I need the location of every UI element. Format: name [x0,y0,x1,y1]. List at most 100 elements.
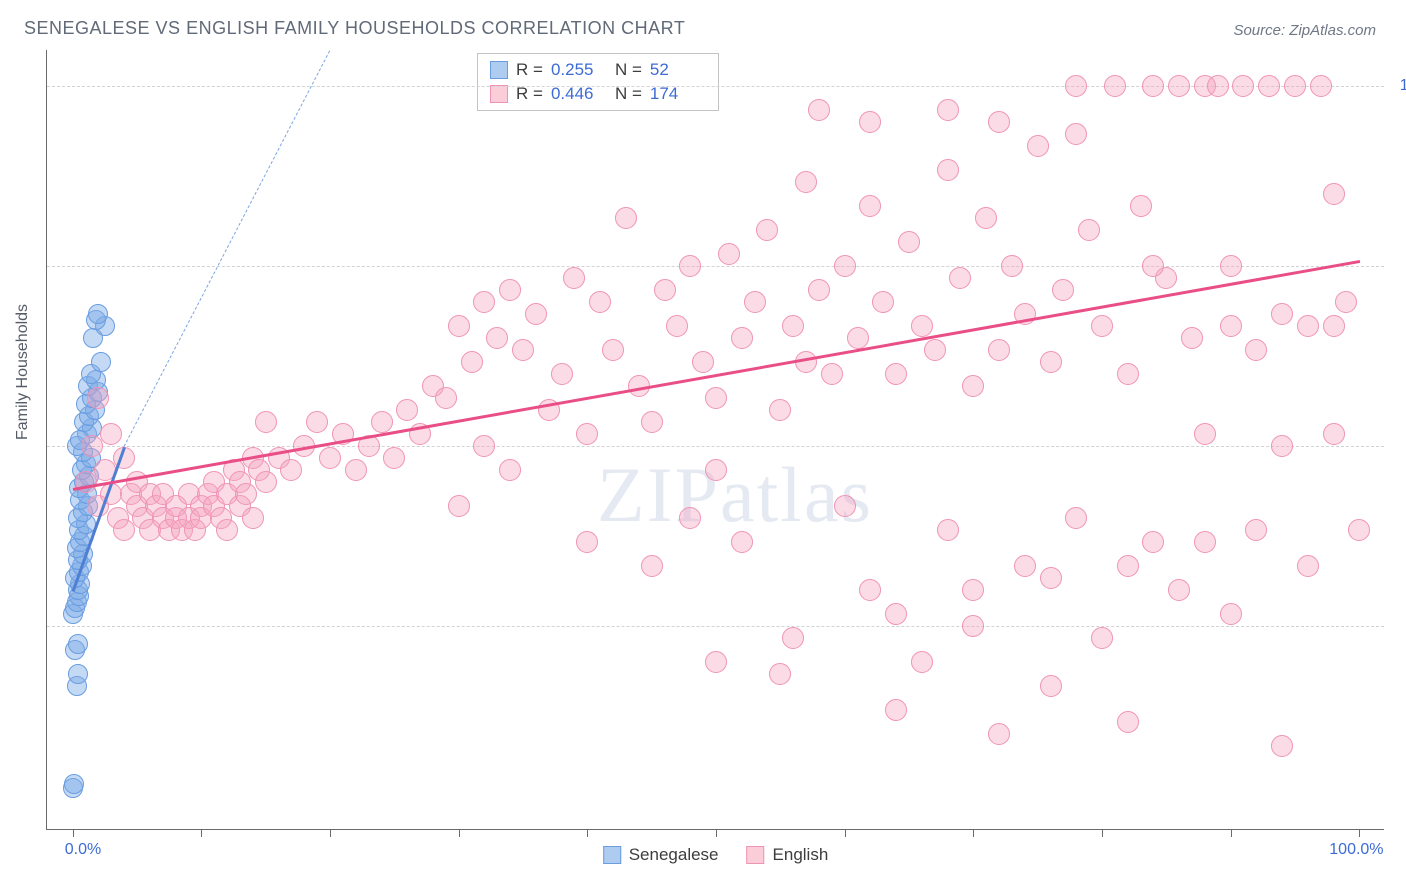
scatter-point [1232,75,1254,97]
scatter-point [1001,255,1023,277]
scatter-point [756,219,778,241]
scatter-point [705,459,727,481]
scatter-point [937,519,959,541]
scatter-point [68,664,88,684]
scatter-point [641,555,663,577]
scatter-point [1310,75,1332,97]
scatter-point [705,387,727,409]
source-label: Source: ZipAtlas.com [1233,22,1376,39]
scatter-point [1194,531,1216,553]
scatter-point [988,339,1010,361]
legend-label: Senegalese [629,845,719,865]
scatter-point [1040,351,1062,373]
scatter-point [885,363,907,385]
legend-swatch [603,846,621,864]
scatter-point [1142,531,1164,553]
scatter-point [1348,519,1370,541]
watermark: ZIPatlas [597,450,873,540]
scatter-point [782,627,804,649]
scatter-point [525,303,547,325]
scatter-point [1220,255,1242,277]
legend-swatch [490,85,508,103]
scatter-point [1027,135,1049,157]
scatter-point [1323,423,1345,445]
legend-n-label: N = [615,58,642,82]
scatter-point [563,267,585,289]
scatter-point [1271,735,1293,757]
scatter-point [808,99,830,121]
scatter-point [473,291,495,313]
y-tick-label: 100.0% [1400,77,1406,95]
scatter-point [1245,339,1267,361]
scatter-point [242,507,264,529]
scatter-point [1078,219,1100,241]
scatter-point [885,603,907,625]
scatter-point [859,195,881,217]
scatter-point [1207,75,1229,97]
x-tick [459,829,460,837]
trend-line [72,260,1359,491]
scatter-point [1040,567,1062,589]
legend-n-value: 52 [650,58,706,82]
scatter-point [859,579,881,601]
scatter-point [1091,315,1113,337]
scatter-point [576,531,598,553]
scatter-point [383,447,405,469]
scatter-point [666,315,688,337]
scatter-point [473,435,495,457]
gridline-h [47,266,1384,267]
plot-area: ZIPatlas R =0.255N =52R =0.446N =174 Sen… [46,50,1384,830]
scatter-point [834,255,856,277]
scatter-point [808,279,830,301]
scatter-point [87,387,109,409]
scatter-point [576,423,598,445]
scatter-point [679,507,701,529]
scatter-point [589,291,611,313]
scatter-point [1181,327,1203,349]
scatter-point [1117,555,1139,577]
scatter-point [834,495,856,517]
legend-item: English [747,845,829,865]
x-tick [73,829,74,837]
scatter-point [962,579,984,601]
scatter-point [1052,279,1074,301]
scatter-point [1014,555,1036,577]
scatter-point [641,411,663,433]
chart-title: SENEGALESE VS ENGLISH FAMILY HOUSEHOLDS … [24,18,685,39]
scatter-point [1194,423,1216,445]
x-tick [201,829,202,837]
legend-swatch [490,61,508,79]
scatter-point [306,411,328,433]
scatter-point [769,663,791,685]
scatter-point [692,351,714,373]
legend-swatch [747,846,765,864]
scatter-point [1117,711,1139,733]
scatter-point [924,339,946,361]
x-tick-label: 0.0% [65,841,101,859]
x-tick [845,829,846,837]
scatter-point [280,459,302,481]
scatter-point [1091,627,1113,649]
scatter-point [1323,183,1345,205]
scatter-point [1065,507,1087,529]
legend-r-value: 0.255 [551,58,607,82]
scatter-point [1168,75,1190,97]
scatter-point [113,519,135,541]
scatter-point [486,327,508,349]
scatter-point [975,207,997,229]
scatter-point [615,207,637,229]
scatter-point [1065,75,1087,97]
scatter-point [1284,75,1306,97]
x-tick [973,829,974,837]
scatter-point [898,231,920,253]
scatter-point [216,519,238,541]
scatter-point [1220,603,1242,625]
scatter-point [988,723,1010,745]
scatter-point [885,699,907,721]
x-tick [1359,829,1360,837]
legend-row: R =0.255N =52 [490,58,706,82]
x-tick [1231,829,1232,837]
scatter-point [448,315,470,337]
y-axis-label: Family Households [14,304,32,440]
scatter-point [1142,75,1164,97]
